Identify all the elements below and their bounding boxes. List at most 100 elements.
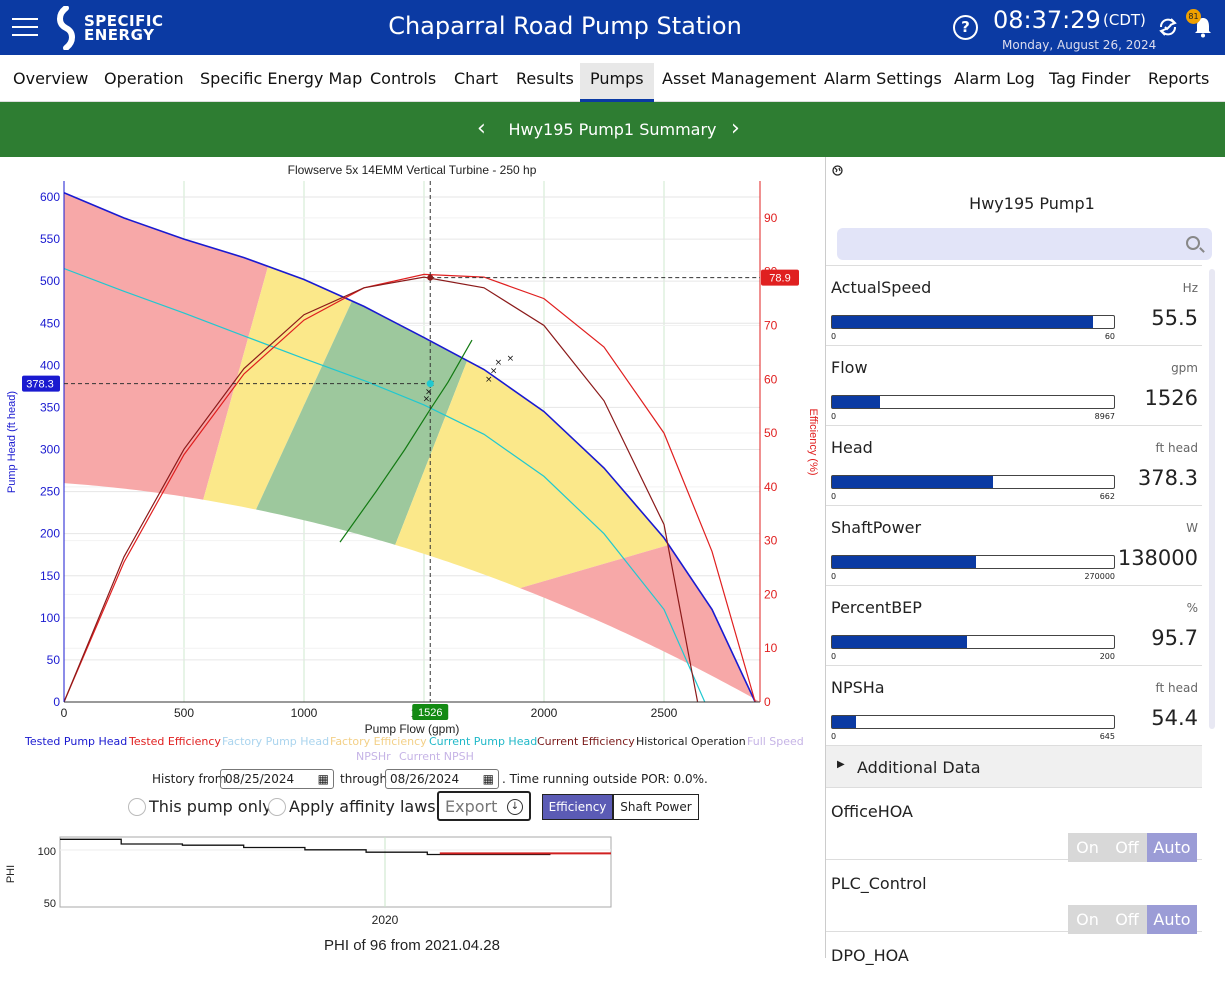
hoa-on-button[interactable]: On	[1068, 905, 1107, 934]
metric-unit: W	[1186, 521, 1198, 535]
tab-overview[interactable]: Overview	[13, 69, 89, 88]
bell-icon[interactable]	[1193, 16, 1213, 38]
phi-chart: PHI 100 50 2020 PHI of 96 from 2021.04.2…	[5, 836, 612, 954]
panel-title: Hwy195 Pump1	[969, 194, 1095, 213]
operating-point	[426, 380, 434, 388]
x-axis-label: Pump Flow (gpm)	[365, 722, 460, 736]
previous-pump-button[interactable]: ‹	[477, 116, 486, 141]
search-icon	[1186, 236, 1200, 250]
phi-x-tick-2020: 2020	[372, 913, 399, 927]
globe-icon[interactable]	[832, 165, 843, 176]
metric-value: 95.7	[1151, 626, 1198, 650]
tab-results[interactable]: Results	[516, 69, 574, 88]
metric-percentbep: PercentBEP% 0 200 95.7	[826, 585, 1202, 665]
hoa-auto-button[interactable]: Auto	[1147, 833, 1197, 862]
y-tick-label: 400	[40, 358, 60, 372]
legend-factory-efficiency[interactable]: Factory Efficiency	[330, 735, 427, 748]
shaft-power-toggle[interactable]: Shaft Power	[613, 794, 699, 820]
tab-asset-management[interactable]: Asset Management	[662, 69, 817, 88]
history-through-label: through	[340, 772, 388, 786]
metric-min: 0	[831, 652, 837, 661]
metric-bar-fill	[832, 716, 856, 728]
metric-bar	[831, 715, 1115, 729]
metric-shaftpower: ShaftPower W 0 270000 138000	[826, 505, 1202, 585]
hoa-off-button[interactable]: Off	[1107, 833, 1147, 862]
metric-actualspeed: ActualSpeed Hz 0 60 55.5	[826, 265, 1202, 345]
metric-value: 378.3	[1137, 466, 1198, 490]
legend-historical-operation[interactable]: Historical Operation	[636, 735, 746, 748]
metric-bar	[831, 395, 1115, 409]
export-label: Export	[445, 797, 498, 816]
historical-point: ×	[485, 375, 493, 385]
this-pump-only-radio[interactable]	[128, 798, 146, 816]
help-icon[interactable]: ?	[953, 15, 978, 40]
y-tick-label: 600	[40, 190, 60, 204]
y-tick-label: 500	[40, 274, 60, 288]
head-marker: 378.3	[26, 379, 54, 391]
efficiency-toggle[interactable]: Efficiency	[542, 794, 613, 820]
export-select[interactable]: Export ↓	[437, 791, 531, 821]
legend-full-speed[interactable]: Full Speed	[747, 735, 804, 748]
metric-unit: %	[1186, 601, 1198, 615]
y-tick-label: 0	[53, 695, 60, 709]
legend-current-efficiency[interactable]: Current Efficiency	[537, 735, 635, 748]
metric-bar-fill	[832, 396, 880, 408]
history-through-input[interactable]: 08/26/2024 ▦	[385, 769, 499, 789]
metric-value: 138000	[1117, 546, 1198, 570]
additional-data-toggle[interactable]: ▶ Additional Data	[826, 745, 1202, 788]
legend-current-head[interactable]: Current Pump Head	[429, 735, 538, 748]
y-tick-label: 200	[40, 527, 60, 541]
historical-point: ×	[507, 354, 515, 364]
hoa-name: DPO_HOA	[831, 946, 909, 965]
y-tick-label: 100	[40, 611, 60, 625]
apply-affinity-label[interactable]: Apply affinity laws	[289, 797, 436, 816]
apply-affinity-radio[interactable]	[268, 798, 286, 816]
y2-tick-label: 50	[764, 426, 778, 440]
y-tick-label: 50	[47, 653, 61, 667]
metric-bar	[831, 555, 1115, 569]
legend-tested-head[interactable]: Tested Pump Head	[25, 735, 128, 748]
this-pump-only-label[interactable]: This pump only	[149, 797, 272, 816]
history-summary: . Time running outside POR: 0.0%.	[502, 772, 708, 786]
efficiency-marker-box	[761, 269, 799, 286]
tab-tag-finder[interactable]: Tag Finder	[1049, 69, 1131, 88]
series-tested-pump-head	[64, 192, 756, 702]
pump-summary-bar: ‹ Hwy195 Pump1 Summary ›	[0, 102, 1225, 157]
tab-chart[interactable]: Chart	[454, 69, 498, 88]
metric-value: 1526	[1144, 386, 1198, 410]
hoa-auto-button[interactable]: Auto	[1147, 905, 1197, 934]
tab-operation[interactable]: Operation	[104, 69, 184, 88]
flow-marker: 1526	[418, 707, 442, 719]
history-from-input[interactable]: 08/25/2024 ▦	[220, 769, 334, 789]
tab-alarm-settings[interactable]: Alarm Settings	[824, 69, 942, 88]
metric-bar	[831, 635, 1115, 649]
download-icon: ↓	[507, 799, 523, 815]
phi-y-label: PHI	[5, 865, 17, 883]
historical-point: ×	[495, 358, 503, 368]
metric-min: 0	[831, 732, 837, 741]
tab-specific-energy-map[interactable]: Specific Energy Map	[200, 69, 363, 88]
metric-name: PercentBEP	[831, 598, 922, 617]
panel-scrollbar[interactable]	[1209, 269, 1215, 729]
zone-green	[256, 301, 468, 545]
metric-max: 270000	[1084, 572, 1115, 581]
legend-tested-efficiency[interactable]: Tested Efficiency	[129, 735, 221, 748]
tab-pumps[interactable]: Pumps	[580, 63, 654, 102]
hoa-on-button[interactable]: On	[1068, 833, 1107, 862]
logo: SPECIFIC ENERGY	[56, 5, 163, 51]
menu-icon[interactable]	[12, 18, 38, 38]
tab-alarm-log[interactable]: Alarm Log	[954, 69, 1035, 88]
legend-current-npsh[interactable]: Current NPSH	[399, 750, 474, 763]
metric-max: 8967	[1094, 412, 1115, 421]
tab-reports[interactable]: Reports	[1148, 69, 1210, 88]
hoa-off-button[interactable]: Off	[1107, 905, 1147, 934]
tag-search-input[interactable]	[837, 228, 1212, 260]
metric-head: Head ft head 0 662 378.3	[826, 425, 1202, 505]
sync-icon[interactable]	[1157, 16, 1179, 38]
legend-npshr[interactable]: NPSHr	[356, 750, 391, 763]
metric-min: 0	[831, 492, 837, 501]
legend-factory-head[interactable]: Factory Pump Head	[222, 735, 330, 748]
x-tick-label: 500	[174, 706, 194, 720]
next-pump-button[interactable]: ›	[731, 116, 740, 141]
tab-controls[interactable]: Controls	[370, 69, 437, 88]
